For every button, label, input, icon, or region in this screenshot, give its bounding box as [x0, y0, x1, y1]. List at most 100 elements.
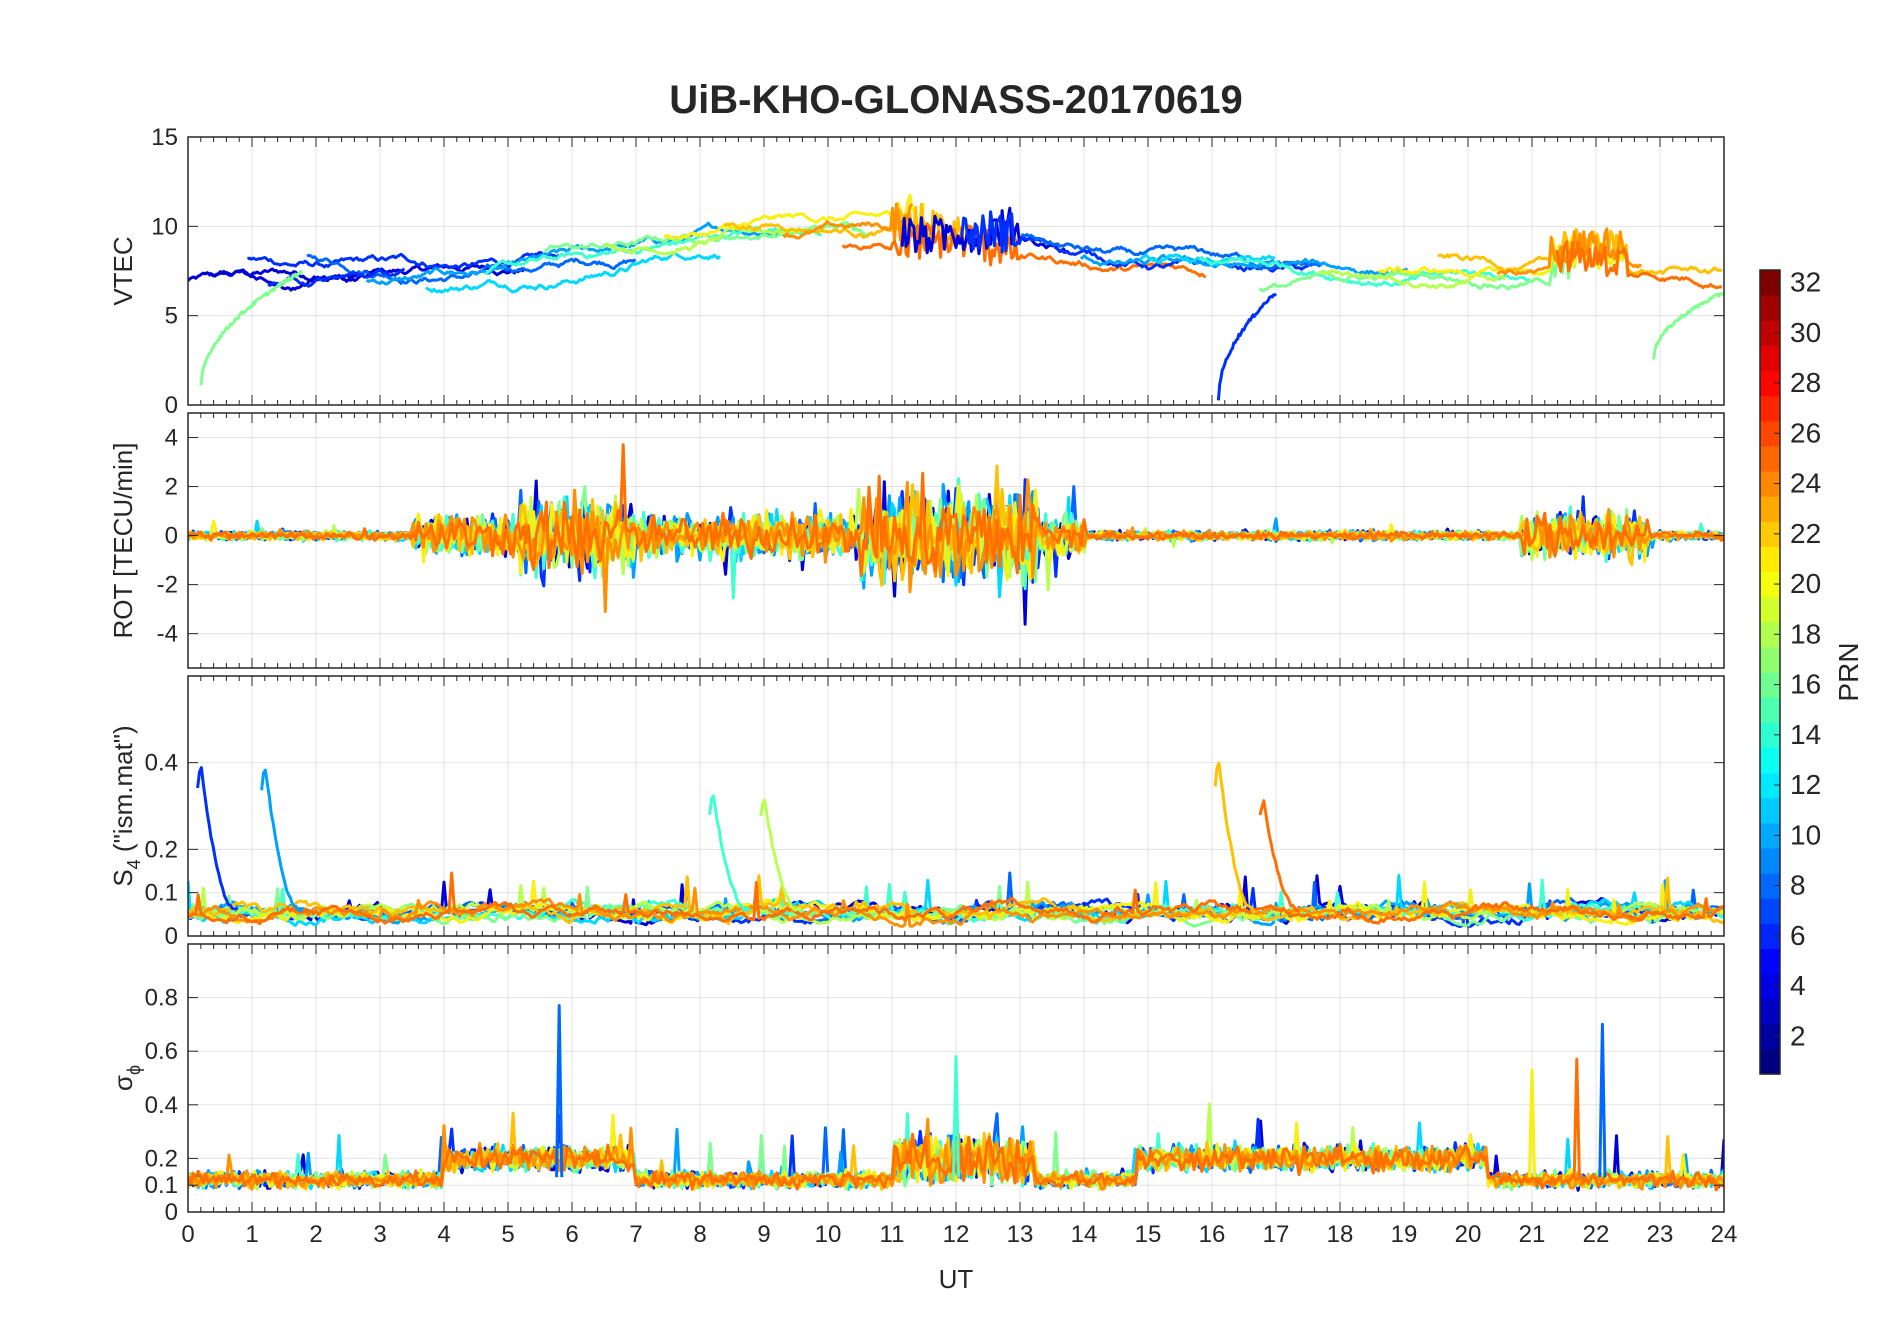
colorbar-tick-label: 12 [1790, 769, 1821, 800]
colorbar-tick-label: 24 [1790, 468, 1821, 499]
series-line [188, 1117, 1724, 1191]
y-tick-label: 4 [165, 425, 178, 452]
series-line [1258, 799, 1301, 913]
colorbar-segment [1760, 973, 1780, 1000]
panel-vtec: 0 5 10 15 VTEC [108, 124, 1725, 419]
series-line [708, 794, 751, 913]
colorbar-tick-label: 28 [1790, 367, 1821, 398]
x-tick-label: 8 [693, 1221, 706, 1248]
series-line [1598, 1022, 1607, 1178]
colorbar-tick-label: 22 [1790, 518, 1821, 549]
colorbar-segment [1760, 998, 1780, 1025]
colorbar-segment [1760, 873, 1780, 899]
colorbar-segment [1760, 420, 1780, 447]
y-tick-label: 0.2 [145, 1145, 178, 1172]
series-line [663, 193, 925, 241]
x-tick-label: 18 [1327, 1221, 1354, 1248]
x-tick-label: 14 [1071, 1221, 1098, 1248]
colorbar-segment [1760, 270, 1780, 296]
colorbar-tick-label: 14 [1790, 719, 1821, 750]
y-tick-label: 0.4 [145, 1092, 178, 1119]
colorbar-segment [1760, 747, 1780, 774]
colorbar-tick-label: 2 [1790, 1020, 1806, 1051]
y-axis-label: ROT [TECU/min] [108, 443, 138, 639]
colorbar-segment [1760, 596, 1780, 623]
colorbar-segment [1760, 948, 1780, 975]
series-line [207, 268, 371, 292]
series-line [1527, 1068, 1537, 1178]
x-tick-label: 15 [1135, 1221, 1162, 1248]
x-tick-label: 6 [565, 1221, 578, 1248]
y-tick-label: 15 [151, 124, 178, 151]
y-tick-label: 0.4 [145, 750, 178, 777]
y-tick-label: 0.6 [145, 1038, 178, 1065]
x-tick-label: 22 [1583, 1221, 1610, 1248]
colorbar-segment [1760, 521, 1780, 547]
y-tick-label: 0.8 [145, 985, 178, 1012]
panel-rot: -4 -2 0 2 4 ROT [TECU/min] [108, 412, 1725, 669]
colorbar-tick-label: 8 [1790, 870, 1806, 901]
colorbar-segment [1760, 445, 1780, 472]
x-axis-label: UT [939, 1264, 974, 1294]
series-line [1213, 761, 1257, 914]
series-line [188, 884, 1724, 928]
colorbar-segment [1760, 697, 1780, 723]
colorbar-segment [1760, 847, 1780, 874]
y-axis-label-sub: 4 [124, 859, 144, 869]
y-axis-label-rest: ("ism.mat") [108, 725, 138, 859]
series-line [1079, 253, 1409, 277]
x-tick-label: 20 [1455, 1221, 1482, 1248]
y-axis-label: σϕ [108, 1065, 144, 1091]
y-tick-label: 10 [151, 213, 178, 240]
colorbar-label: PRN [1833, 642, 1864, 701]
series-line [188, 886, 1724, 928]
traces-rot [188, 443, 1724, 626]
x-tick-label: 3 [373, 1221, 386, 1248]
x-tick-label: 2 [309, 1221, 322, 1248]
series-line [951, 1055, 961, 1178]
traces-sigma_phi [188, 1004, 1724, 1192]
x-tick-label: 19 [1391, 1221, 1418, 1248]
series-line [196, 766, 238, 911]
series-line [1139, 253, 1276, 267]
colorbar-segment [1760, 320, 1780, 346]
panel-sigma_phi: 00.10.2 0.4 0.6 0.8 σϕ [108, 943, 1725, 1226]
x-tick-label: 12 [943, 1221, 970, 1248]
y-tick-label: 0 [165, 392, 178, 419]
colorbar-tick-label: 6 [1790, 920, 1806, 951]
y-tick-label: 0 [165, 923, 178, 950]
colorbar-tick-label: 16 [1790, 669, 1821, 700]
x-tick-label: 9 [757, 1221, 770, 1248]
colorbar-segment [1760, 496, 1780, 522]
series-line [1216, 292, 1278, 401]
colorbar-segment [1760, 722, 1780, 748]
series-line [260, 768, 303, 913]
y-tick-label: 0.2 [145, 836, 178, 863]
colorbar-tick-label: 20 [1790, 568, 1821, 599]
y-tick-label: 0.1 [145, 880, 178, 907]
x-tick-label: 10 [815, 1221, 842, 1248]
series-line [188, 1132, 1724, 1192]
colorbar-segment [1760, 345, 1780, 372]
series-line [1199, 257, 1531, 288]
series-line [1021, 232, 1325, 271]
colorbar-segment [1760, 822, 1780, 849]
traces-vtec [188, 193, 1724, 401]
series-line [188, 871, 1724, 926]
colorbar-segment [1760, 772, 1780, 799]
colorbar-segment [1760, 672, 1780, 698]
y-tick-label: -2 [157, 572, 178, 599]
x-tick-label: 16 [1199, 1221, 1226, 1248]
y-tick-label: 5 [165, 303, 178, 330]
colorbar-tick-label: 10 [1790, 819, 1821, 850]
x-tick-label: 7 [629, 1221, 642, 1248]
y-tick-label: -4 [157, 621, 178, 648]
x-tick-label: 21 [1519, 1221, 1546, 1248]
series-line [199, 269, 304, 386]
y-axis-label: S4 ("ism.mat") [108, 725, 144, 886]
colorbar-segment [1760, 395, 1780, 422]
series-line [759, 798, 802, 912]
y-tick-label: 0.1 [145, 1172, 178, 1199]
colorbar-segment [1760, 1048, 1780, 1075]
